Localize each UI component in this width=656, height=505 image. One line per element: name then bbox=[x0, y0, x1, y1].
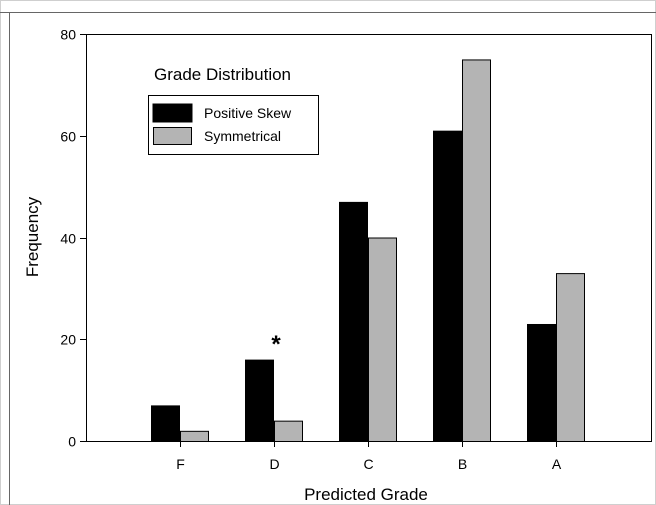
bar-symmetrical-c bbox=[368, 237, 397, 442]
legend: Grade Distribution Positive Skew Symmetr… bbox=[148, 65, 319, 155]
bar-positive-skew-f bbox=[151, 405, 180, 443]
y-axis-title: Frequency bbox=[23, 196, 42, 277]
x-tick-label: F bbox=[176, 456, 185, 472]
y-tick-label: 40 bbox=[60, 231, 76, 247]
x-tick-label: B bbox=[458, 456, 467, 472]
legend-swatch-symmetrical bbox=[153, 127, 192, 145]
bar-symmetrical-f bbox=[180, 430, 209, 443]
x-axis-title: Predicted Grade bbox=[304, 485, 428, 504]
x-tick-label: D bbox=[269, 456, 279, 472]
y-tick-label: 80 bbox=[60, 27, 76, 43]
x-tick-label: C bbox=[363, 456, 373, 472]
significance-asterisk: * bbox=[271, 331, 281, 358]
bar-positive-skew-d bbox=[245, 359, 274, 443]
bar-positive-skew-a bbox=[527, 323, 556, 442]
y-tick-label: 0 bbox=[68, 434, 76, 450]
bars-group bbox=[151, 59, 585, 443]
bar-symmetrical-a bbox=[556, 273, 585, 442]
x-tick-label: A bbox=[552, 456, 562, 472]
bar-positive-skew-b bbox=[433, 130, 462, 442]
y-tick-label: 60 bbox=[60, 129, 76, 145]
legend-swatch-positive-skew bbox=[152, 103, 193, 123]
legend-title: Grade Distribution bbox=[154, 65, 291, 84]
bar-symmetrical-b bbox=[462, 59, 491, 442]
y-axis: 0 20 40 60 80 bbox=[60, 27, 86, 450]
bar-symmetrical-d bbox=[274, 420, 303, 442]
y-tick-label: 20 bbox=[60, 332, 76, 348]
legend-label-symmetrical: Symmetrical bbox=[204, 128, 281, 144]
bar-positive-skew-c bbox=[339, 201, 368, 442]
legend-label-positive-skew: Positive Skew bbox=[204, 105, 292, 121]
